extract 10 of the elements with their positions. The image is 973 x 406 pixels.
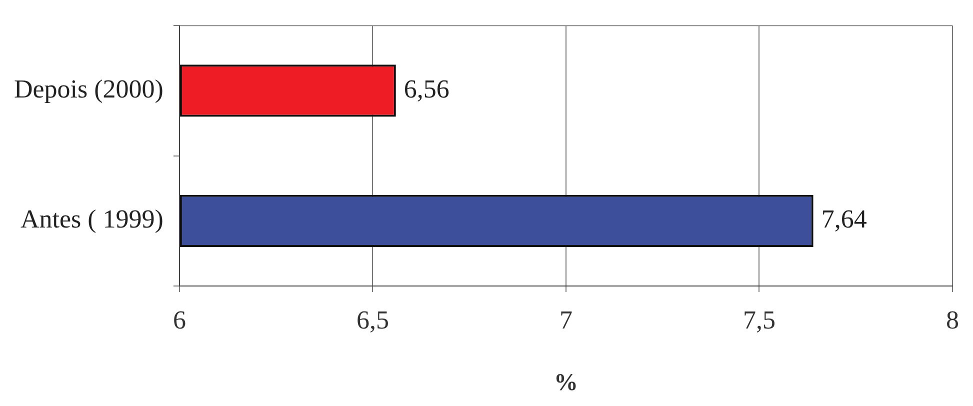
data-label: 6,56 xyxy=(404,74,450,104)
x-tick-label: 7,5 xyxy=(742,305,776,334)
y-tick-label: Antes ( 1999) xyxy=(20,204,164,234)
x-tick-label: 7 xyxy=(559,305,572,334)
x-axis-title: % xyxy=(554,370,578,396)
y-tick-label: Depois (2000) xyxy=(14,74,164,104)
x-tick-label: 6 xyxy=(172,305,186,334)
x-tick-label: 8 xyxy=(946,305,959,334)
x-tick-label: 6,5 xyxy=(356,305,389,334)
data-label: 7,64 xyxy=(821,204,867,234)
